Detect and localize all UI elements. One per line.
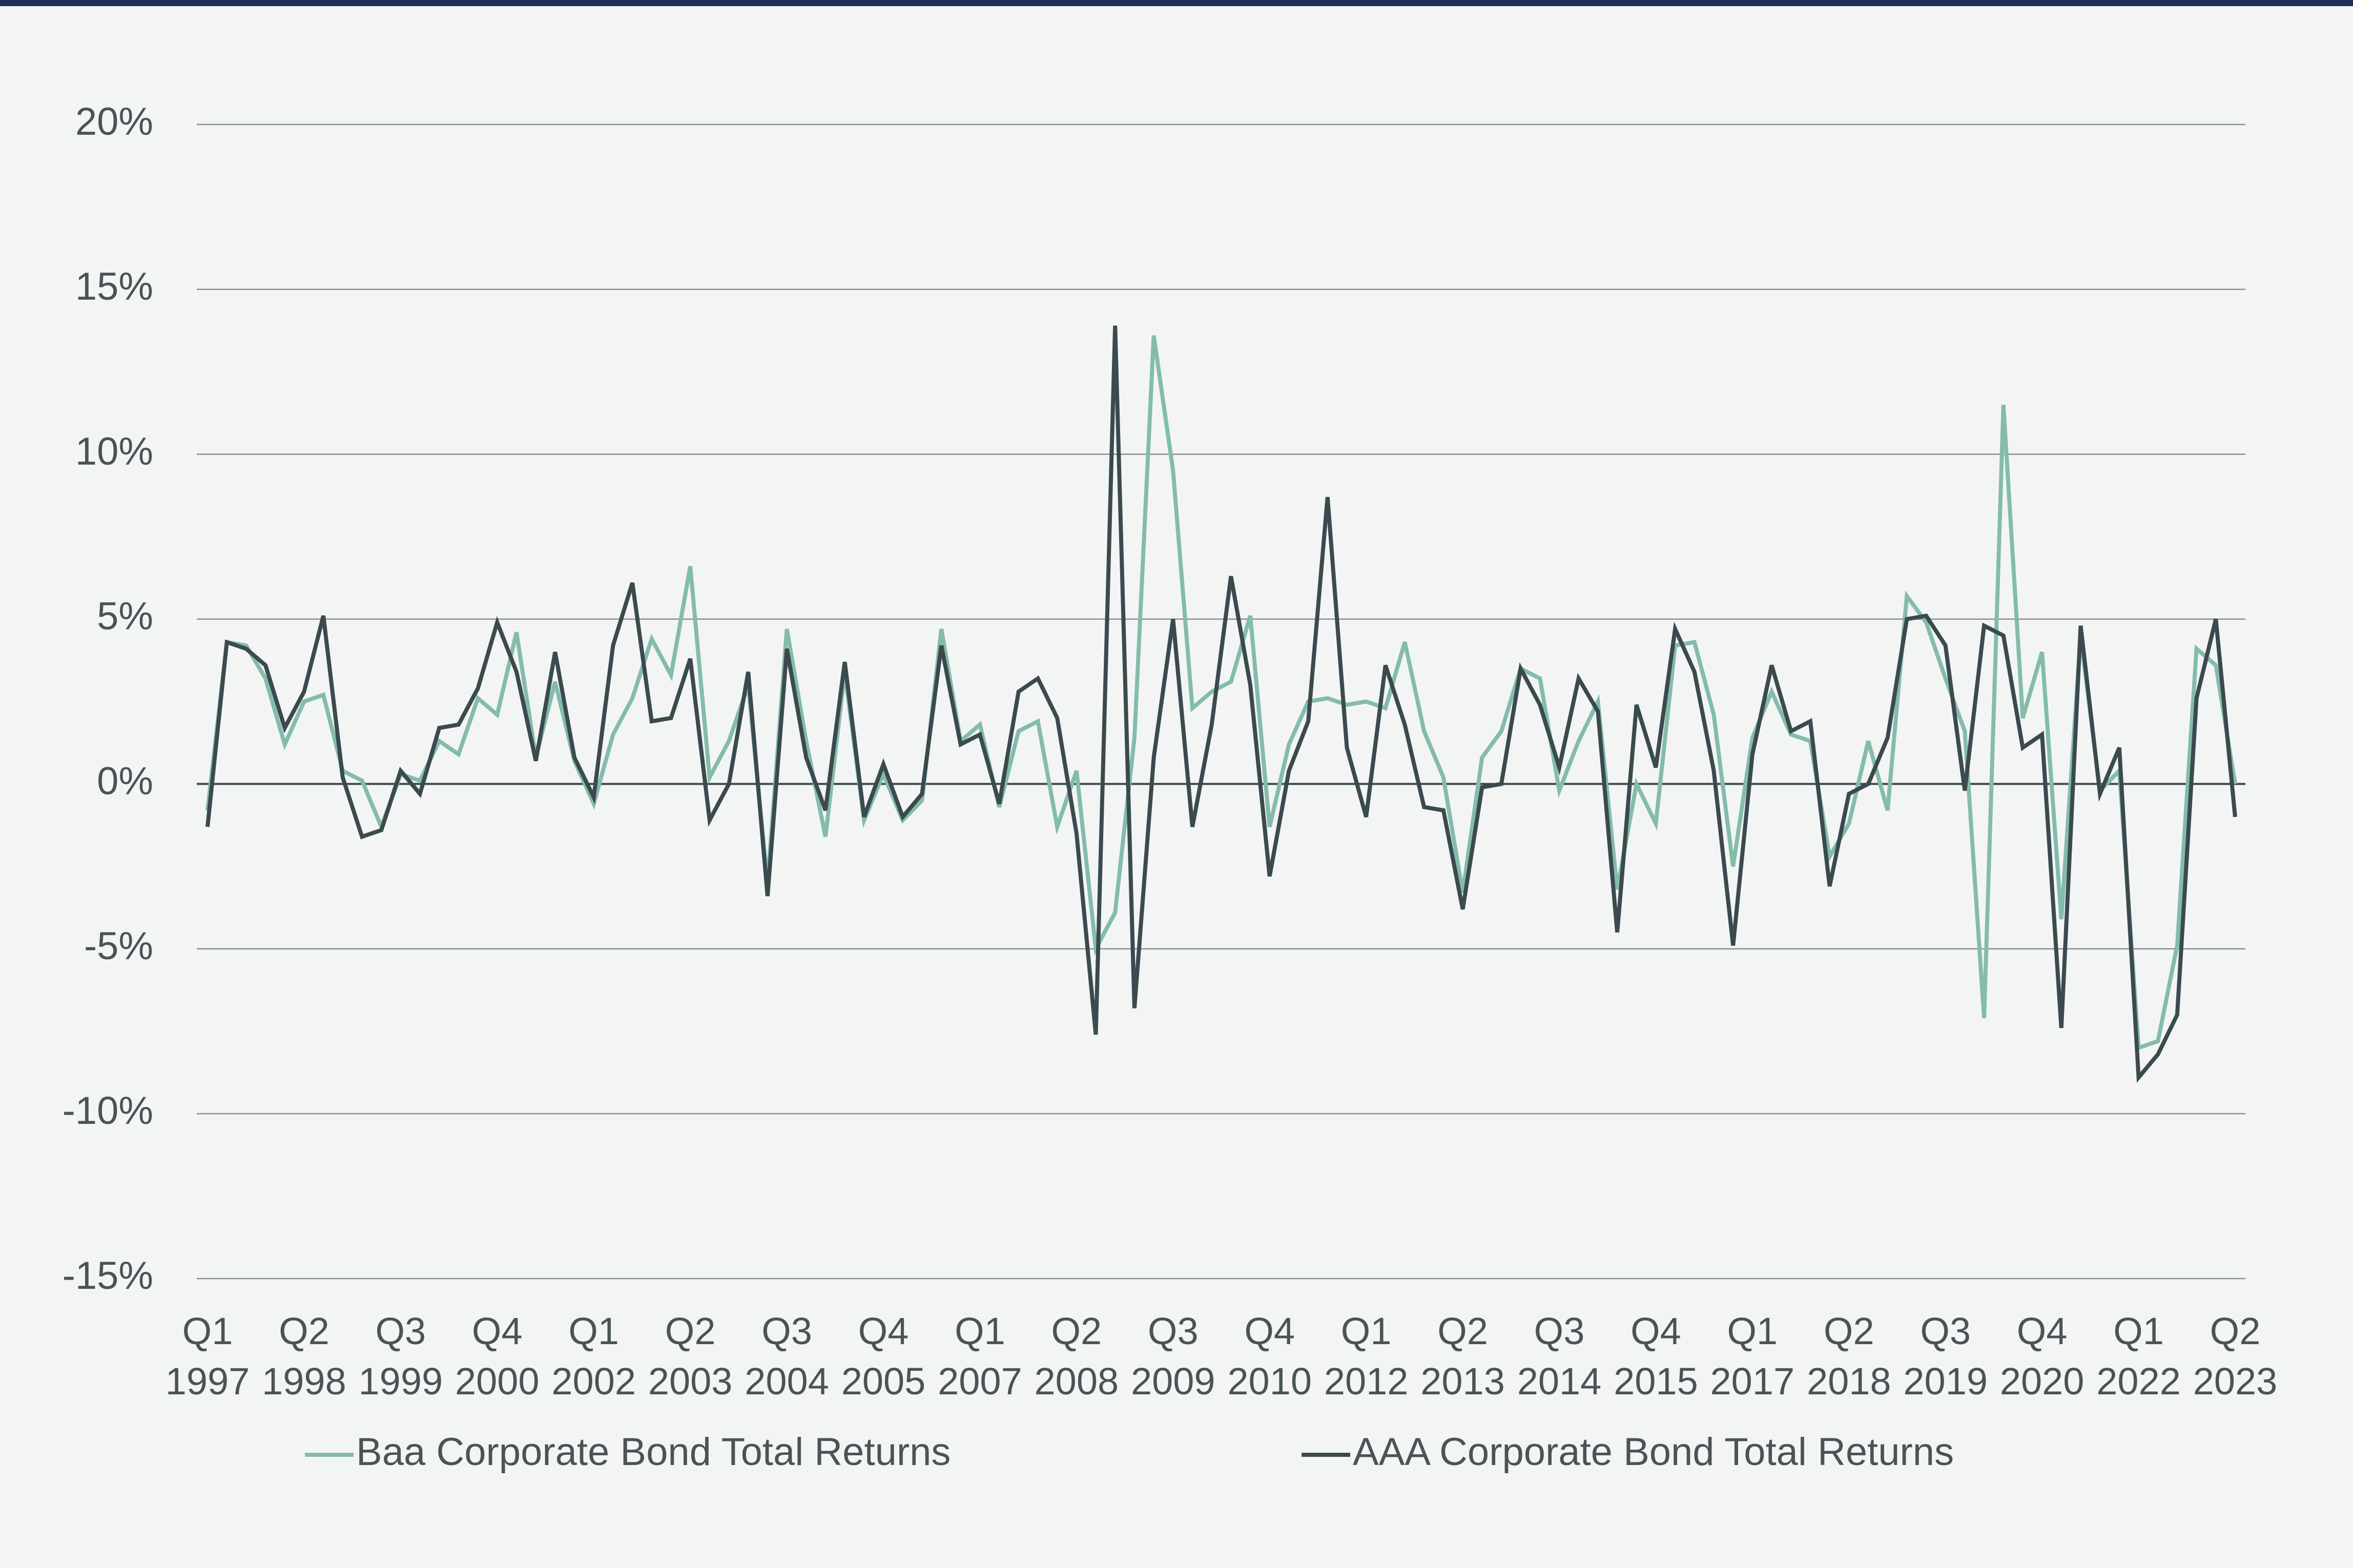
x-tick-label: Q3 2019	[1903, 1310, 1988, 1403]
x-tick-label: Q1 2002	[551, 1310, 636, 1403]
series-line	[205, 325, 2237, 1083]
y-tick-label: 10%	[75, 430, 153, 473]
x-tick-label: Q4 2000	[455, 1310, 540, 1403]
x-tick-label: Q2 2003	[648, 1310, 733, 1403]
x-tick-label: Q2 2018	[1806, 1310, 1891, 1403]
x-tick-label: Q3 2004	[745, 1310, 829, 1403]
x-tick-label: Q3 1999	[358, 1310, 443, 1403]
top-bar	[0, 0, 2353, 6]
x-tick-label: Q2 2008	[1034, 1310, 1119, 1403]
y-tick-label: 0%	[97, 760, 153, 803]
y-tick-label: 15%	[75, 265, 153, 308]
y-tick-label: -15%	[63, 1254, 153, 1298]
x-tick-label: Q4 2020	[1999, 1310, 2084, 1403]
y-tick-label: -10%	[63, 1089, 153, 1133]
x-tick-label: Q3 2009	[1130, 1310, 1215, 1403]
y-tick-label: 20%	[75, 100, 153, 143]
x-tick-label: Q1 2007	[938, 1310, 1022, 1403]
y-tick-label: 5%	[97, 595, 153, 638]
x-tick-label: Q4 2010	[1227, 1310, 1312, 1403]
x-tick-label: Q1 2022	[2096, 1310, 2181, 1403]
x-tick-label: Q2 2023	[2193, 1310, 2278, 1403]
x-tick-label: Q2 2013	[1420, 1310, 1505, 1403]
x-tick-label: Q4 2005	[841, 1310, 926, 1403]
y-tick-label: -5%	[84, 924, 153, 968]
x-tick-label: Q3 2014	[1517, 1310, 1602, 1403]
x-tick-label: Q4 2015	[1614, 1310, 1698, 1403]
legend-label: AAA Corporate Bond Total Returns	[1353, 1430, 1954, 1474]
x-tick-label: Q1 2017	[1710, 1310, 1795, 1403]
x-tick-label: Q1 2012	[1324, 1310, 1409, 1403]
x-tick-label: Q2 1998	[262, 1310, 346, 1403]
x-tick-label: Q1 1997	[165, 1310, 250, 1403]
series-line	[205, 335, 2237, 1051]
legend-label: Baa Corporate Bond Total Returns	[356, 1430, 951, 1474]
